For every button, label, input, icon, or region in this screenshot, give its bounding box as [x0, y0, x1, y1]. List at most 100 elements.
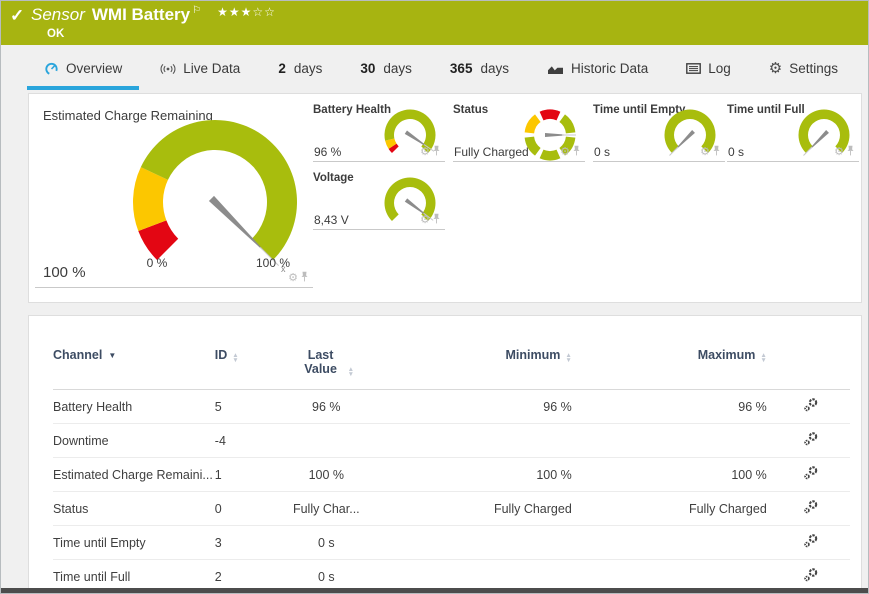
tab-365-days[interactable]: 365 days	[449, 61, 509, 76]
channel-id: 5	[214, 389, 270, 425]
channel-last-value: 0 s	[269, 525, 385, 561]
channel-id: -4	[214, 423, 270, 459]
gauge-title: Time until Full	[727, 104, 805, 116]
ok-check-icon: ✓	[10, 6, 25, 25]
gear-icon[interactable]: ⚙	[420, 213, 430, 226]
channel-name[interactable]: Battery Health	[53, 389, 215, 425]
channel-minimum: Fully Charged	[384, 491, 580, 527]
gear-icon[interactable]: ⚙	[288, 271, 298, 284]
channel-maximum: Fully Charged	[579, 491, 775, 527]
column-header-actions	[775, 342, 850, 390]
time-until-empty-gauge	[660, 108, 722, 169]
gear-icon[interactable]: ⚙	[560, 145, 570, 158]
pin-icon[interactable]	[847, 143, 854, 161]
table-row: Time until Empty 3 0 s	[53, 525, 850, 561]
channel-minimum: 100 %	[384, 457, 580, 493]
gauge-tile-estimated-charge-remaining: Estimated Charge Remaining x̄ 0 % 100 % …	[35, 104, 313, 288]
pin-icon[interactable]	[433, 211, 440, 229]
table-row: Status 0 Fully Char... Fully Charged Ful…	[53, 491, 850, 527]
channel-settings-icon[interactable]	[803, 567, 819, 586]
channel-maximum	[579, 559, 775, 593]
pin-icon[interactable]	[573, 143, 580, 161]
gauge-icon	[44, 62, 59, 76]
channel-id: 2	[214, 559, 270, 593]
channel-maximum: 96 %	[579, 389, 775, 425]
gauge-scale-min: 0 %	[146, 256, 168, 270]
channel-settings-icon[interactable]	[803, 465, 819, 484]
sort-arrows-icon: ▲ ▼	[232, 352, 239, 364]
gauge-title: Estimated Charge Remaining	[43, 108, 213, 123]
tile-actions: ⚙	[700, 143, 720, 161]
gauge-value: 100 %	[43, 264, 86, 281]
channels-table: Channel ▼ ID ▲ ▼ Last Value ▲ ▼ Minimum ▲ ▼ Maximum…	[53, 342, 850, 593]
star-rating[interactable]: ★★★☆☆	[217, 5, 276, 19]
tile-actions: ⚙	[420, 143, 440, 161]
sensor-header: ✓ Sensor WMI Battery ⚐ ★★★☆☆ OK	[1, 1, 868, 45]
channel-name[interactable]: Time until Full	[53, 559, 215, 593]
tile-actions: ⚙	[560, 143, 580, 161]
estimated-charge-gauge: x̄	[85, 116, 320, 281]
channel-name[interactable]: Time until Empty	[53, 525, 215, 561]
sort-arrows-icon: ▲ ▼	[760, 352, 767, 364]
gauge-title: Battery Health	[313, 104, 391, 116]
gauge-title: Voltage	[313, 172, 354, 184]
status-gauge	[520, 108, 582, 169]
channel-last-value: 100 %	[269, 457, 385, 493]
channel-name[interactable]: Estimated Charge Remaini...	[53, 457, 215, 493]
channel-name[interactable]: Downtime	[53, 423, 215, 459]
sort-arrows-icon: ▲ ▼	[565, 352, 572, 364]
voltage-gauge	[380, 176, 442, 237]
channel-name[interactable]: Status	[53, 491, 215, 527]
gauge-title: Status	[453, 104, 489, 116]
tab-live-data[interactable]: Live Data	[141, 45, 259, 92]
gauge-value: 0 s	[728, 145, 745, 159]
tab-2-days[interactable]: 2 days	[278, 61, 323, 76]
channel-id: 3	[214, 525, 270, 561]
channel-settings-icon[interactable]	[803, 397, 819, 416]
gauge-value: 96 %	[314, 145, 342, 159]
gauge-title: Time until Empty	[593, 104, 686, 116]
broadcast-icon	[160, 63, 176, 75]
table-row: Time until Full 2 0 s	[53, 559, 850, 593]
gauge-value: 0 s	[594, 145, 611, 159]
column-header-id[interactable]: ID ▲ ▼	[214, 348, 239, 364]
column-header-minimum[interactable]: Minimum ▲ ▼	[505, 348, 572, 364]
status-badge: OK	[47, 28, 65, 40]
tab-settings[interactable]: ⚙ Settings	[768, 60, 839, 77]
channel-maximum	[579, 423, 775, 459]
gauge-value: Fully Charged	[454, 145, 529, 159]
channel-last-value: 96 %	[269, 389, 385, 425]
channel-last-value: Fully Char...	[269, 491, 385, 527]
tab-historic-data[interactable]: Historic Data	[528, 45, 667, 92]
sorted-desc-icon: ▼	[108, 351, 117, 360]
channels-panel: Channel ▼ ID ▲ ▼ Last Value ▲ ▼ Minimum ▲ ▼ Maximum…	[28, 315, 862, 593]
table-row: Battery Health 5 96 % 96 % 96 %	[53, 389, 850, 425]
pin-icon[interactable]	[433, 143, 440, 161]
channel-id: 0	[214, 491, 270, 527]
channel-minimum: 96 %	[384, 389, 580, 425]
tab-overview[interactable]: Overview	[25, 45, 141, 92]
sort-arrows-icon: ▲ ▼	[347, 366, 355, 378]
column-header-maximum[interactable]: Maximum ▲ ▼	[697, 348, 767, 364]
channel-last-value	[269, 423, 385, 459]
flag-icon: ⚐	[192, 5, 202, 17]
gear-icon[interactable]: ⚙	[700, 145, 710, 158]
column-header-last-value[interactable]: Last Value ▲ ▼	[304, 348, 355, 378]
gauge-scale-max: 100 %	[255, 256, 291, 270]
sensor-name: WMI Battery	[91, 5, 191, 24]
table-row: Downtime -4	[53, 423, 850, 459]
channel-settings-icon[interactable]	[803, 533, 819, 552]
gear-icon[interactable]: ⚙	[834, 145, 844, 158]
pin-icon[interactable]	[301, 269, 308, 287]
column-header-channel[interactable]: Channel ▼	[53, 348, 117, 362]
tab-log[interactable]: Log	[667, 45, 750, 92]
channel-settings-icon[interactable]	[803, 431, 819, 450]
pin-icon[interactable]	[713, 143, 720, 161]
channel-minimum	[384, 525, 580, 561]
gear-icon: ⚙	[768, 60, 783, 77]
gauge-tile-voltage: Voltage 8,43 V ⚙	[313, 172, 445, 230]
channel-settings-icon[interactable]	[803, 499, 819, 518]
gear-icon[interactable]: ⚙	[420, 145, 430, 158]
tab-30-days[interactable]: 30 days	[360, 61, 412, 76]
